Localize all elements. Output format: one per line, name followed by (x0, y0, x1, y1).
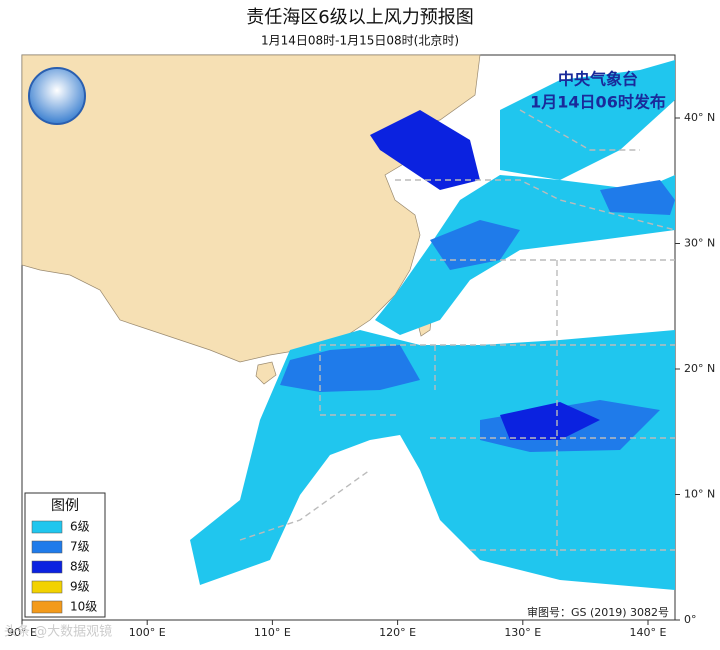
lon-label: 110° E (254, 626, 291, 639)
legend-swatch (31, 580, 63, 594)
map (21, 54, 676, 621)
legend-swatch (31, 520, 63, 534)
legend-label: 9级 (70, 580, 90, 594)
lat-label: 40° N (684, 111, 715, 124)
legend: 图例 6级 7级 8级 9级 10级 (24, 492, 106, 618)
issue-time: 1月14日06时发布 (530, 93, 666, 112)
hainan (255, 361, 277, 385)
sea-boundaries (239, 109, 676, 560)
legend-swatch (31, 560, 63, 574)
legend-label: 8级 (70, 560, 90, 574)
lon-label: 120° E (379, 626, 416, 639)
lat-label: 0° (684, 613, 697, 626)
wind-area (500, 60, 675, 180)
legend-swatch (31, 600, 63, 614)
watermark: 头条 @大数据观镜 (4, 624, 112, 640)
wind-area (375, 175, 675, 335)
legend-swatch (31, 540, 63, 554)
lon-label: 140° E (630, 626, 667, 639)
logo (28, 67, 86, 125)
legend-label: 10级 (70, 600, 97, 614)
legend-label: 6级 (70, 520, 90, 534)
wind-area (500, 402, 600, 440)
legend-title: 图例 (51, 498, 79, 514)
wind-area (190, 330, 675, 590)
legend-label: 7级 (70, 540, 90, 554)
issuer-name: 中央气象台 (558, 70, 638, 89)
wind-area (430, 220, 520, 270)
legend-box (24, 492, 106, 618)
approval-number: 审图号：GS (2019) 3082号 (527, 605, 669, 619)
lat-label: 30° N (684, 237, 715, 250)
lon-label: 130° E (504, 626, 541, 639)
subtitle: 1月14日08时-1月15日08时(北京时) (261, 34, 459, 48)
lat-label: 10° N (684, 488, 715, 501)
wind-area (370, 110, 480, 190)
wind-area (280, 345, 420, 392)
title: 责任海区6级以上风力预报图 (246, 7, 473, 28)
lat-label: 20° N (684, 362, 715, 375)
lon-label: 90° E (7, 626, 37, 639)
lon-label: 100° E (129, 626, 166, 639)
wind-area (600, 180, 675, 215)
